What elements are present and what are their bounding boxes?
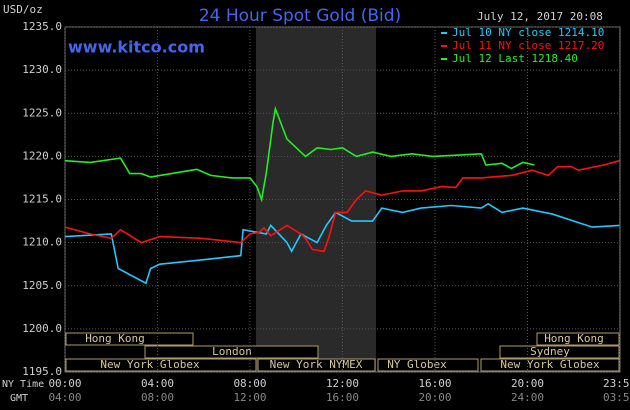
- session-bar: [65, 358, 257, 372]
- session-label: London: [212, 345, 252, 358]
- x2-tick-label: 24:00: [511, 391, 544, 404]
- chart-title: 24 Hour Spot Gold (Bid): [199, 6, 401, 26]
- session-bar: [377, 358, 479, 372]
- x2-tick-label: 04:00: [48, 391, 81, 404]
- x-row-label: NY Time: [2, 379, 44, 390]
- y-tick-label: 1230.0: [22, 63, 62, 76]
- y-tick-label: 1195.0: [22, 365, 62, 378]
- x-tick-label: 23:59: [603, 377, 630, 390]
- legend-label: Jul 12 Last 1218.40: [452, 52, 578, 65]
- legend-label: Jul 11 NY close 1217.20: [452, 39, 604, 52]
- session-label: Hong Kong: [544, 332, 604, 345]
- y-tick-label: 1205.0: [22, 279, 62, 292]
- timestamp: July 12, 2017 20:08: [477, 10, 603, 23]
- y-tick-label: 1200.0: [22, 322, 62, 335]
- x-tick-label: 12:00: [326, 377, 359, 390]
- site-label: www.kitco.com: [68, 38, 205, 57]
- session-bar: [536, 332, 620, 346]
- comex-highlight: [256, 27, 376, 372]
- x-tick-label: 20:00: [511, 377, 544, 390]
- y-tick-label: 1215.0: [22, 193, 62, 206]
- x2-tick-label: 20:00: [418, 391, 451, 404]
- y-tick-label: 1235.0: [22, 20, 62, 33]
- session-bar: [480, 358, 620, 372]
- y-tick-label: 1220.0: [22, 149, 62, 162]
- series-line: [64, 202, 620, 285]
- x2-tick-label: 16:00: [326, 391, 359, 404]
- y-tick-label: 1210.0: [22, 236, 62, 249]
- legend-label: Jul 10 NY close 1214.10: [452, 26, 604, 39]
- session-label: New York NYMEX: [270, 358, 363, 371]
- session-label: Hong Kong: [85, 332, 145, 345]
- x2-tick-label: 03:59: [603, 391, 630, 404]
- x2-tick-label: 12:00: [233, 391, 266, 404]
- session-bar: [144, 345, 319, 359]
- session-label: New York Globex: [500, 358, 600, 371]
- x-tick-label: 16:00: [418, 377, 451, 390]
- sessions: Hong Kong London New York Globex New Yor…: [65, 332, 620, 372]
- series-line: [64, 159, 620, 253]
- session-label: Sydney: [530, 345, 570, 358]
- session-bar: [499, 345, 620, 359]
- x-tick-label: 00:00: [48, 377, 81, 390]
- x2-row-label: GMT: [10, 393, 28, 404]
- x-tick-label: 08:00: [233, 377, 266, 390]
- series-line: [64, 105, 535, 203]
- y-unit: USD/oz: [3, 3, 43, 16]
- x2-tick-label: 08:00: [141, 391, 174, 404]
- session-bar: [257, 358, 376, 372]
- session-bar: [65, 332, 194, 346]
- session-label: New York Globex: [100, 358, 200, 371]
- x-tick-label: 04:00: [141, 377, 174, 390]
- session-label: NY Globex: [387, 358, 447, 371]
- y-tick-label: 1225.0: [22, 106, 62, 119]
